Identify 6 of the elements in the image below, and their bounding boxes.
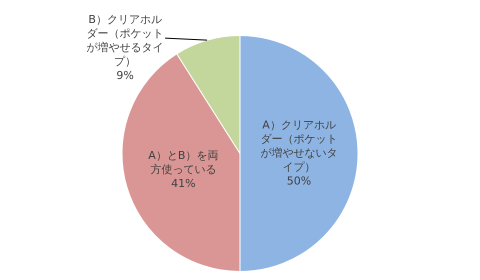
data-label: 41% <box>171 176 196 190</box>
data-label: 50% <box>286 174 312 188</box>
slice-label: B）クリアホルダー（ポケットが増やせるタイプ） <box>86 13 164 68</box>
slice-label: A）とB）を両方使っている <box>148 148 218 176</box>
data-label: 9% <box>116 69 134 82</box>
slice-label: A）クリアホルダー（ポケットが増やせないタイプ） <box>260 118 338 174</box>
